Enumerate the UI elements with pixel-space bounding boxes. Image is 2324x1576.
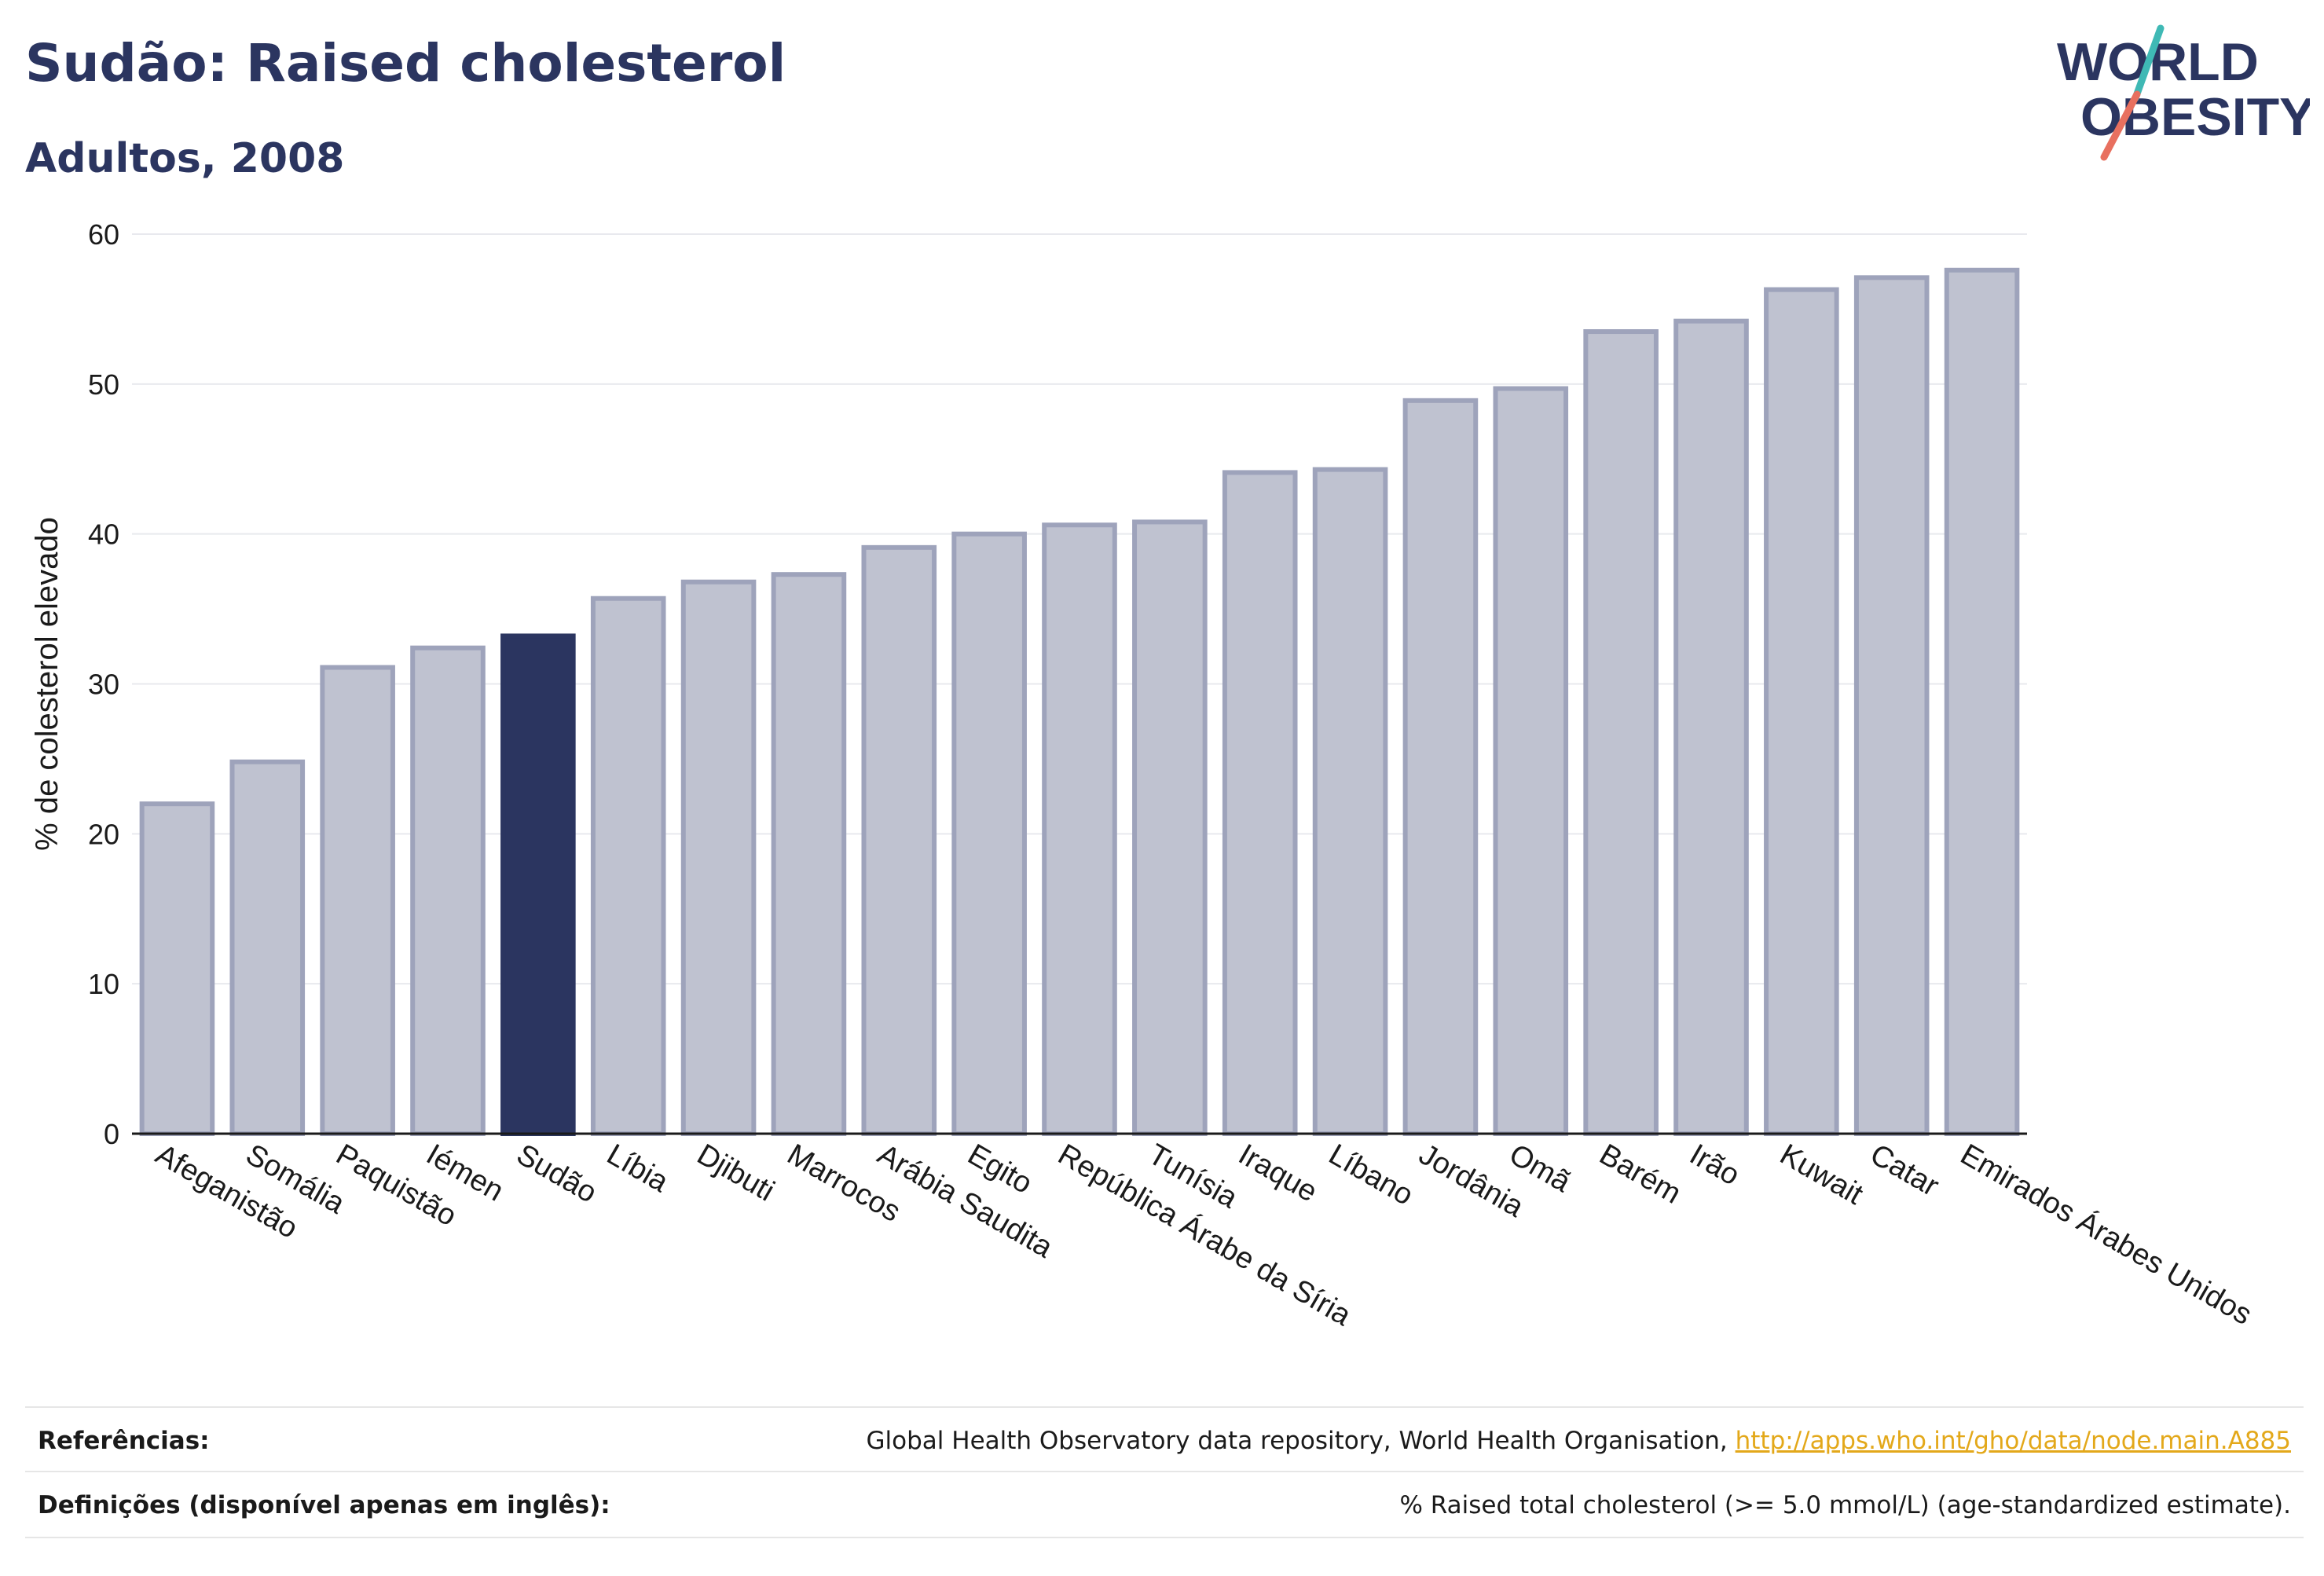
- x-tick-label: Kuwait: [1774, 1138, 1868, 1211]
- world-obesity-logo: WORLD OBESITY: [2057, 24, 2310, 161]
- bar: [1764, 287, 1839, 1137]
- bar: [1402, 398, 1479, 1136]
- x-tick-label: Emirados Árabes Unidos: [1955, 1138, 2258, 1332]
- references-value: Global Health Observatory data repositor…: [867, 1427, 2291, 1455]
- y-tick-label: 0: [104, 1118, 119, 1150]
- bar: [410, 645, 486, 1136]
- y-tick-label: 30: [88, 669, 119, 701]
- bar: [1493, 386, 1569, 1136]
- chart-title: Sudão: Raised cholesterol: [25, 33, 786, 93]
- y-tick-label: 40: [88, 519, 119, 551]
- bar: [1944, 267, 2020, 1136]
- bar: [1853, 275, 1930, 1136]
- references-row: Referências: Global Health Observatory d…: [25, 1406, 2304, 1472]
- bar: [229, 759, 306, 1136]
- bar: [1042, 522, 1117, 1136]
- y-tick-label: 20: [88, 818, 119, 850]
- y-tick-label: 10: [88, 968, 119, 1000]
- logo-slash-coral: [2100, 90, 2141, 161]
- x-tick-label: Djibuti: [691, 1138, 779, 1208]
- bar: [1222, 470, 1298, 1136]
- y-axis-label: % de colesterol elevado: [30, 517, 64, 851]
- x-tick-label: Barém: [1594, 1138, 1687, 1210]
- references-text: Global Health Observatory data repositor…: [866, 1427, 1736, 1455]
- bar: [1583, 329, 1659, 1136]
- bar: [590, 596, 666, 1136]
- bar: [139, 801, 215, 1137]
- logo-text-obesity: OBESITY: [2080, 87, 2310, 147]
- logo-slash-teal: [2132, 24, 2165, 102]
- chart-subtitle: Adultos, 2008: [25, 135, 345, 182]
- definitions-label: Definições (disponível apenas em inglês)…: [38, 1491, 610, 1519]
- bar: [771, 572, 847, 1136]
- bar: [951, 531, 1027, 1136]
- x-tick-label: Líbia: [601, 1138, 674, 1199]
- references-link[interactable]: http://apps.who.int/gho/data/node.main.A…: [1735, 1427, 2291, 1455]
- y-tick-label: 50: [88, 368, 119, 401]
- x-tick-label: Catar: [1864, 1138, 1945, 1203]
- x-tick-label: Irão: [1684, 1138, 1746, 1192]
- x-tick-label: Iraque: [1233, 1138, 1322, 1208]
- x-tick-label: Sudão: [511, 1138, 602, 1209]
- bar: [1673, 318, 1749, 1136]
- definitions-row: Definições (disponível apenas em inglês)…: [25, 1471, 2304, 1538]
- bar: [1132, 519, 1208, 1136]
- bar: [320, 665, 395, 1136]
- definitions-text: % Raised total cholesterol (>= 5.0 mmol/…: [1399, 1491, 2291, 1519]
- bar: [861, 544, 937, 1136]
- y-tick-label: 60: [88, 218, 119, 251]
- bar: [680, 579, 757, 1136]
- bar: [1312, 467, 1388, 1136]
- bar-highlighted: [500, 633, 576, 1136]
- chart-footer: Referências: Global Health Observatory d…: [25, 1406, 2304, 1540]
- references-label: Referências:: [38, 1427, 210, 1455]
- x-tick-label: Líbano: [1323, 1138, 1419, 1211]
